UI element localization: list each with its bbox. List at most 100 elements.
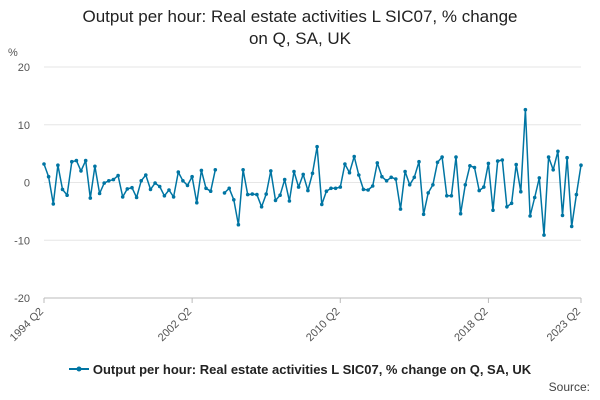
data-point [338,185,343,189]
x-tick-label: 1994 Q2 [8,306,46,344]
data-point [398,207,403,211]
data-point [167,188,171,192]
data-point [324,189,329,193]
data-point [222,191,227,195]
data-point [287,199,292,203]
data-point [394,177,398,181]
data-point [412,175,417,180]
data-point [120,195,125,199]
source-label: Source: [548,380,590,394]
data-point [255,192,259,197]
series-layer [42,107,583,237]
data-point [435,160,440,165]
data-point [153,181,157,185]
data-point [264,192,269,196]
data-point [463,183,468,187]
data-point [380,174,384,179]
data-point [88,196,93,200]
data-point [343,162,347,166]
data-point [426,191,431,195]
data-point [505,205,509,209]
data-point [569,224,574,229]
series-line [223,108,582,236]
data-point [292,169,296,174]
data-point [51,202,56,206]
chart-title-line-2: on Q, SA, UK [248,29,352,48]
data-point [208,189,213,193]
data-point [579,163,583,167]
data-point [417,159,421,164]
chart-title-line-1: Output per hour: Real estate activities … [82,7,518,26]
data-point [352,154,357,159]
data-point [70,159,74,164]
data-point [509,201,514,206]
data-point [361,187,366,192]
data-point [42,162,46,166]
x-tick-label: 2018 Q2 [452,306,490,344]
data-point [269,169,273,173]
data-point [551,168,555,172]
data-point [241,168,245,172]
data-point [431,183,435,187]
data-point [407,183,412,187]
data-point [190,174,194,179]
x-axis: 1994 Q2 2002 Q2 2010 Q2 2018 Q2 2023 Q2 [8,297,583,344]
data-point [375,161,380,165]
data-point [245,192,250,197]
data-point [213,168,218,172]
data-point [301,172,306,177]
data-point [528,214,532,218]
data-point [259,205,264,209]
data-point [134,195,139,200]
data-point [227,186,231,191]
data-point [60,187,65,192]
data-point [282,177,287,182]
data-point [320,202,324,207]
data-point [500,158,505,162]
y-tick-label: -20 [14,293,30,305]
data-point [329,186,333,191]
data-point [440,155,444,159]
data-point [445,194,449,198]
data-point [139,179,143,183]
legend: Output per hour: Real estate activities … [0,362,600,377]
data-point [144,173,148,177]
data-point [83,158,88,163]
y-tick-label: 20 [18,62,30,74]
data-point [310,171,315,176]
data-point [93,164,97,169]
data-point [370,184,375,188]
data-point [477,188,482,193]
chart-title: Output per hour: Real estate activities … [0,6,600,50]
gridlines [44,66,581,299]
legend-swatch-icon [68,366,89,372]
data-point [486,161,491,166]
data-point [236,222,241,227]
data-point [296,185,301,189]
data-point [495,159,500,163]
y-tick-label: 0 [24,178,30,190]
data-point [157,184,162,189]
y-tick-label: 10 [18,120,30,132]
data-point [102,181,106,185]
data-point [472,165,477,170]
data-point [232,198,236,202]
data-point [458,211,463,216]
data-point [278,193,282,197]
data-point [449,194,454,198]
data-point [185,183,190,188]
data-point [204,186,208,191]
data-point [574,192,579,197]
data-point [56,163,60,167]
data-point [468,164,472,168]
data-point [116,173,120,178]
data-point [111,177,116,182]
data-point [384,179,389,183]
data-point [195,200,199,205]
data-point [181,179,185,183]
data-point [357,173,361,177]
data-point [347,170,352,175]
data-point [171,195,176,199]
data-point [491,208,495,212]
